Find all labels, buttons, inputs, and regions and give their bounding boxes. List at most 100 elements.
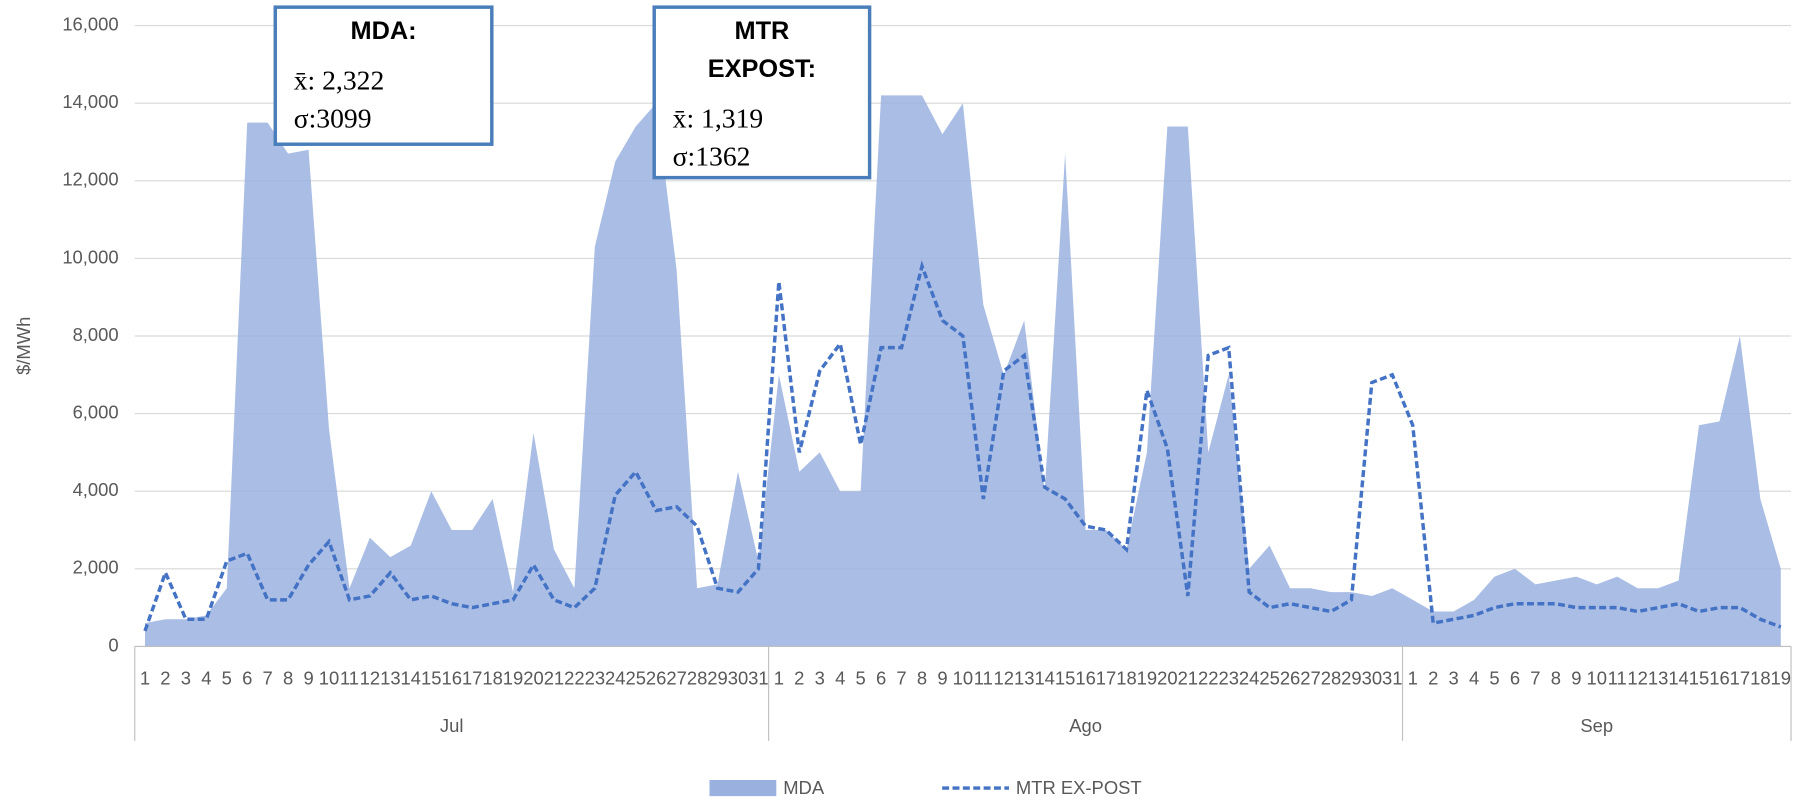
x-tick-label: 8 bbox=[917, 668, 927, 689]
x-tick-label: 4 bbox=[201, 668, 211, 689]
y-tick-label: 0 bbox=[108, 634, 118, 655]
x-tick-label: 9 bbox=[303, 668, 313, 689]
x-tick-label: 15 bbox=[421, 668, 441, 689]
x-tick-label: 12 bbox=[360, 668, 380, 689]
x-tick-label: 25 bbox=[1259, 668, 1279, 689]
x-tick-label: 8 bbox=[283, 668, 293, 689]
x-tick-label: 2 bbox=[160, 668, 170, 689]
x-tick-label: 4 bbox=[835, 668, 845, 689]
x-tick-label: 25 bbox=[625, 668, 645, 689]
x-tick-label: 27 bbox=[1300, 668, 1320, 689]
x-tick-label: 5 bbox=[222, 668, 232, 689]
x-tick-label: 29 bbox=[1341, 668, 1361, 689]
x-tick-label: 20 bbox=[523, 668, 543, 689]
y-tick-label: 4,000 bbox=[73, 479, 119, 500]
x-tick-label: 21 bbox=[1178, 668, 1198, 689]
x-tick-label: 11 bbox=[1608, 668, 1627, 689]
x-tick-label: 5 bbox=[1489, 668, 1499, 689]
x-tick-label: 3 bbox=[181, 668, 191, 689]
x-tick-label: 19 bbox=[503, 668, 523, 689]
annotation-title: EXPOST: bbox=[708, 55, 816, 83]
y-tick-label: 16,000 bbox=[62, 13, 118, 34]
annotation-title: MTR bbox=[734, 17, 789, 45]
x-tick-label: 24 bbox=[605, 668, 625, 689]
annotation-box bbox=[273, 5, 494, 146]
x-tick-label: 8 bbox=[1551, 668, 1561, 689]
x-tick-label: 1 bbox=[774, 668, 784, 689]
x-tick-label: 7 bbox=[263, 668, 273, 689]
x-tick-label: 2 bbox=[1428, 668, 1438, 689]
x-tick-label: 19 bbox=[1137, 668, 1157, 689]
x-tick-label: 9 bbox=[937, 668, 947, 689]
annotation-sd: σ:1362 bbox=[673, 141, 751, 172]
y-tick-label: 2,000 bbox=[73, 557, 119, 578]
y-tick-label: 10,000 bbox=[62, 246, 118, 267]
x-tick-label: 24 bbox=[1239, 668, 1259, 689]
y-tick-label: 8,000 bbox=[73, 324, 119, 345]
y-tick-label: 14,000 bbox=[62, 91, 118, 112]
x-tick-label: 28 bbox=[687, 668, 707, 689]
x-tick-label: 4 bbox=[1469, 668, 1479, 689]
x-tick-label: 19 bbox=[1771, 668, 1791, 689]
month-label: Sep bbox=[1580, 715, 1613, 736]
x-tick-label: 17 bbox=[1096, 668, 1116, 689]
x-tick-label: 12 bbox=[994, 668, 1014, 689]
annotation-mean: x̄: 1,319 bbox=[673, 103, 764, 134]
x-tick-label: 31 bbox=[1382, 668, 1402, 689]
x-tick-label: 14 bbox=[1034, 668, 1054, 689]
x-tick-label: 26 bbox=[646, 668, 666, 689]
x-tick-label: 1 bbox=[1408, 668, 1418, 689]
x-tick-label: 14 bbox=[401, 668, 421, 689]
x-tick-label: 11 bbox=[974, 668, 993, 689]
x-tick-label: 22 bbox=[564, 668, 584, 689]
x-tick-label: 7 bbox=[896, 668, 906, 689]
x-tick-label: 1 bbox=[140, 668, 150, 689]
y-tick-label: 12,000 bbox=[62, 169, 118, 190]
x-tick-label: 22 bbox=[1198, 668, 1218, 689]
annotation-box bbox=[652, 5, 872, 180]
line-series bbox=[143, 260, 1782, 632]
x-tick-label: 9 bbox=[1571, 668, 1581, 689]
x-tick-label: 17 bbox=[462, 668, 482, 689]
legend-label: MDA bbox=[783, 777, 825, 798]
x-tick-label: 30 bbox=[728, 668, 748, 689]
y-axis-label: $/MWh bbox=[13, 317, 34, 375]
x-tick-label: 10 bbox=[953, 668, 973, 689]
x-tick-label: 21 bbox=[544, 668, 564, 689]
annotation-title: MDA: bbox=[350, 17, 416, 45]
x-tick-label: 17 bbox=[1730, 668, 1750, 689]
area-series bbox=[144, 95, 1781, 647]
x-tick-label: 30 bbox=[1362, 668, 1382, 689]
x-tick-label: 16 bbox=[441, 668, 461, 689]
x-tick-label: 12 bbox=[1627, 668, 1647, 689]
x-tick-label: 3 bbox=[1449, 668, 1459, 689]
x-tick-label: 27 bbox=[666, 668, 686, 689]
x-tick-label: 31 bbox=[748, 668, 768, 689]
x-tick-label: 13 bbox=[1014, 668, 1034, 689]
x-tick-label: 23 bbox=[1218, 668, 1238, 689]
legend-label: MTR EX-POST bbox=[1016, 777, 1142, 798]
x-tick-label: 18 bbox=[1116, 668, 1136, 689]
x-tick-label: 29 bbox=[707, 668, 727, 689]
x-tick-label: 3 bbox=[815, 668, 825, 689]
x-tick-label: 5 bbox=[856, 668, 866, 689]
x-tick-label: 11 bbox=[340, 668, 359, 689]
x-tick-label: 18 bbox=[482, 668, 502, 689]
x-tick-label: 18 bbox=[1750, 668, 1770, 689]
x-tick-label: 16 bbox=[1075, 668, 1095, 689]
x-tick-label: 7 bbox=[1530, 668, 1540, 689]
annotation-sd: σ:3099 bbox=[294, 103, 372, 134]
month-label: Ago bbox=[1069, 715, 1102, 736]
x-tick-label: 13 bbox=[380, 668, 400, 689]
x-tick-label: 14 bbox=[1668, 668, 1688, 689]
x-tick-label: 2 bbox=[794, 668, 804, 689]
y-tick-label: 6,000 bbox=[73, 401, 119, 422]
x-tick-label: 23 bbox=[585, 668, 605, 689]
x-tick-label: 28 bbox=[1321, 668, 1341, 689]
x-tick-label: 10 bbox=[1587, 668, 1607, 689]
annotation-mean: x̄: 2,322 bbox=[294, 65, 385, 96]
x-tick-label: 6 bbox=[876, 668, 886, 689]
x-tick-label: 15 bbox=[1689, 668, 1709, 689]
x-tick-label: 16 bbox=[1709, 668, 1729, 689]
